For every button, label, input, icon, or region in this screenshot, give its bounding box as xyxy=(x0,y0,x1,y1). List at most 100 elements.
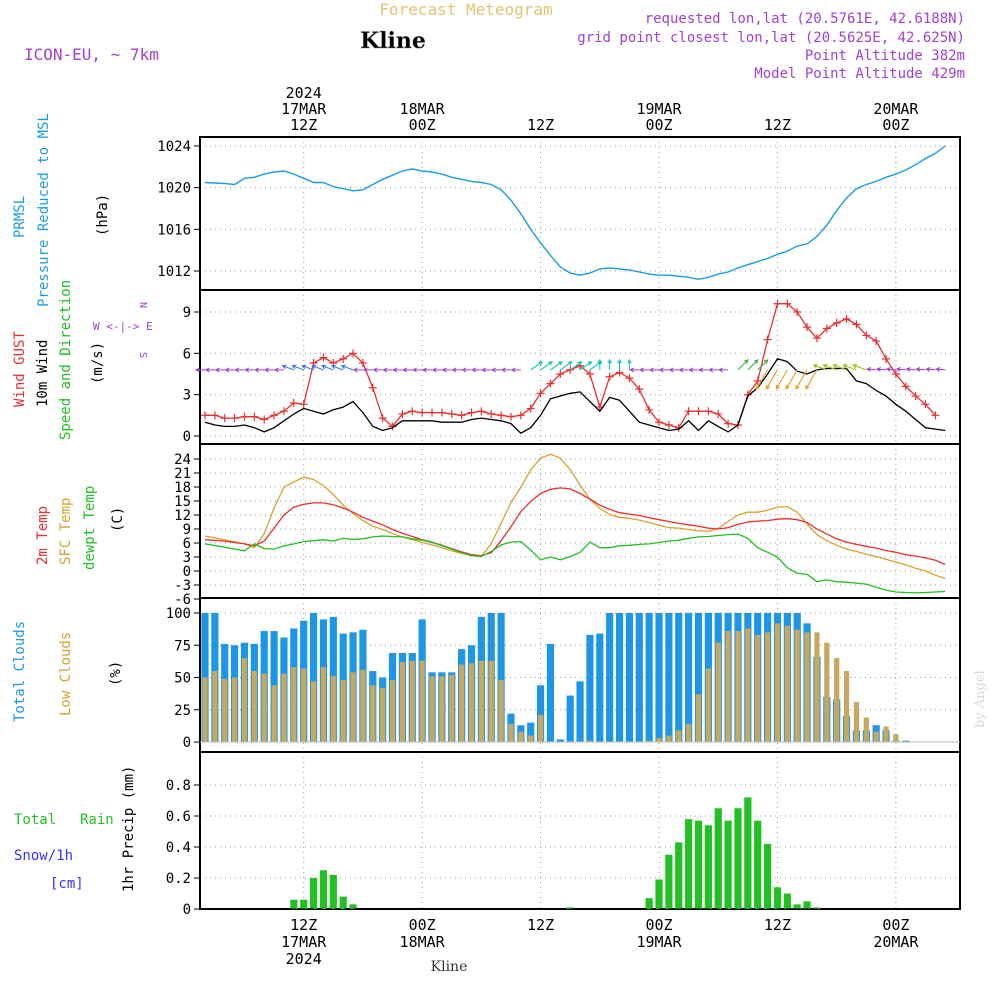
low-cloud-bar xyxy=(814,632,820,742)
low-cloud-bar xyxy=(320,667,327,742)
gust-marker xyxy=(240,412,249,421)
low-cloud-bar xyxy=(804,632,810,742)
gust-marker xyxy=(635,385,644,394)
wind-direction-arrow xyxy=(214,367,225,373)
compass-south: S xyxy=(137,352,148,358)
compass-north: N xyxy=(137,302,148,308)
requested-coords: requested lon,lat (20.5761E, 42.6188N) xyxy=(645,11,965,27)
wind-direction-arrow xyxy=(273,367,284,373)
gust-marker xyxy=(803,323,812,332)
gust-marker xyxy=(664,420,673,429)
time-label-top: 00Z xyxy=(409,116,436,134)
model-point-altitude: Model Point Altitude 429m xyxy=(754,66,965,82)
precip-unit: 1hr Precip (mm) xyxy=(121,766,137,892)
y-tick-label: 0 xyxy=(183,735,191,751)
wind-direction-arrow xyxy=(392,367,403,373)
wind-line xyxy=(204,358,946,435)
y-tick-label: 0 xyxy=(183,429,191,445)
t2m-line xyxy=(204,487,946,566)
low-cloud-bar xyxy=(399,662,405,742)
gust-marker xyxy=(684,407,693,416)
wind-direction-arrow xyxy=(530,361,544,371)
low-cloud-bar xyxy=(212,671,218,742)
total-cloud-bar xyxy=(497,613,505,742)
low-cloud-bar xyxy=(537,714,544,742)
low-cloud-bar xyxy=(261,673,267,742)
time-label-bottom: 20MAR xyxy=(873,933,919,951)
low-cloud-bar xyxy=(784,625,790,742)
temp-labels: 2m Temp SFC Temp dewpt Temp (C) xyxy=(35,486,126,570)
rain-bar xyxy=(566,907,574,909)
rain-bar xyxy=(704,825,712,909)
gust-marker xyxy=(201,411,209,420)
wind-direction-arrow xyxy=(291,364,304,371)
gust-marker xyxy=(852,320,861,329)
rain-bar xyxy=(655,879,663,909)
low-cloud-bar xyxy=(764,632,771,742)
wind-direction-arrow xyxy=(330,364,344,371)
time-label-bottom: 12Z xyxy=(764,916,791,934)
total-label: Total xyxy=(14,812,56,828)
low-cloud-bar xyxy=(291,667,297,742)
y-tick-label: 18 xyxy=(174,480,191,496)
gust-marker xyxy=(724,419,733,428)
gust-marker xyxy=(872,336,881,345)
product-title: Forecast Meteogram xyxy=(379,0,552,19)
wind-direction-arrow xyxy=(795,369,808,390)
y-tick-label: 1024 xyxy=(157,139,191,155)
wind-direction-arrow xyxy=(340,364,354,371)
gust-marker xyxy=(487,409,496,418)
gust-marker xyxy=(882,354,891,363)
total-cloud-bar xyxy=(675,613,683,742)
y-tick-label: 6 xyxy=(183,536,191,552)
time-label-bottom: 18MAR xyxy=(400,933,446,951)
snow-unit: [cm] xyxy=(50,876,84,892)
wind-direction-arrow xyxy=(905,366,916,372)
wind-direction-arrow xyxy=(320,364,334,371)
low-cloud-bar xyxy=(281,673,287,742)
low-cloud-bar xyxy=(419,660,425,742)
panel-1 xyxy=(194,136,961,291)
gust-marker xyxy=(210,411,219,420)
cloud-labels: Total Clouds Low Clouds (%) xyxy=(12,621,124,722)
gust-marker xyxy=(339,354,348,363)
wind-direction-arrow xyxy=(935,366,946,372)
low-cloud-bar xyxy=(429,676,435,742)
gust-marker xyxy=(911,392,920,401)
pressure-line xyxy=(204,145,946,281)
wind-direction-arrow xyxy=(895,366,906,372)
gust-marker xyxy=(891,370,900,378)
total-cloud-bar xyxy=(309,613,318,742)
time-label-top: 19MAR xyxy=(636,100,682,118)
wind-direction-arrow xyxy=(411,367,423,373)
total-cloud-bar xyxy=(606,613,614,742)
pressure-labels: PRMSL Pressure Reduced to MSL (hPa) xyxy=(12,113,111,307)
low-cloud-bar xyxy=(745,628,751,742)
time-label-bottom: 17MAR xyxy=(281,933,327,951)
gust-marker xyxy=(467,408,476,417)
gust-marker xyxy=(842,314,851,323)
rain-bar xyxy=(754,820,762,909)
t2m-label: 2m Temp xyxy=(35,506,51,565)
wind-direction-arrow xyxy=(822,363,837,371)
wind-direction-arrow xyxy=(747,359,759,371)
y-tick-label: 1020 xyxy=(157,181,191,197)
cloud-unit: (%) xyxy=(108,661,124,686)
wind-direction-arrow xyxy=(352,367,363,373)
rain-bar xyxy=(803,901,811,909)
time-label-top: 20MAR xyxy=(873,100,919,118)
wind-direction-arrow xyxy=(510,367,521,373)
precip-labels: Total Rain Snow/1h [cm] 1hr Precip (mm) xyxy=(14,766,137,892)
time-label-bottom: 12Z xyxy=(527,916,554,934)
total-cloud-bar xyxy=(625,613,634,742)
wind-direction-arrow xyxy=(490,367,502,373)
wind-direction-arrow xyxy=(471,367,482,373)
footer-location: Kline xyxy=(431,959,468,975)
prmsl-long-label: Pressure Reduced to MSL xyxy=(36,113,52,307)
low-cloud-bar xyxy=(468,663,475,742)
gust-marker xyxy=(428,408,437,417)
gust-marker xyxy=(299,400,308,409)
wind-direction-arrow xyxy=(550,361,563,371)
gust-marker xyxy=(289,398,298,407)
gust-marker xyxy=(832,319,841,328)
